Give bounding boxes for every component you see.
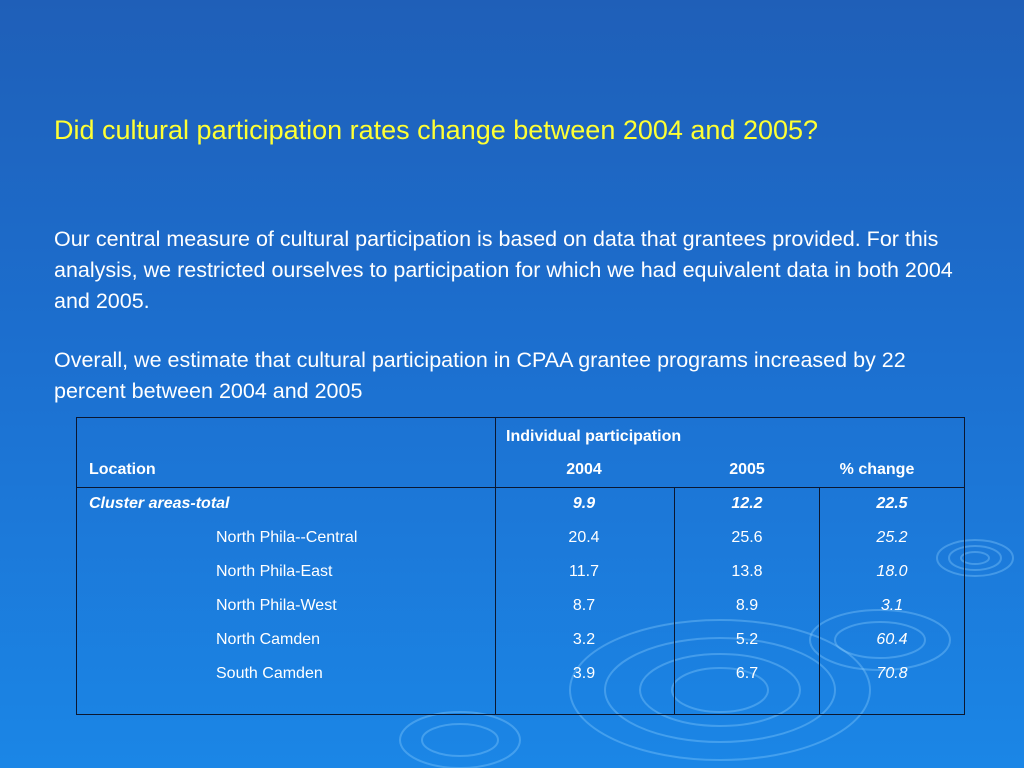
- row-2005: 25.6: [731, 529, 763, 546]
- row-2005: 5.2: [735, 631, 759, 648]
- row-change: 25.2: [876, 529, 908, 546]
- row-location: Cluster areas-total: [89, 495, 230, 512]
- row-location: South Camden: [216, 665, 323, 682]
- table-header: [77, 418, 964, 488]
- row-2004: 9.9: [572, 495, 596, 512]
- row-2004: 3.9: [572, 665, 596, 682]
- row-2004: 3.2: [572, 631, 596, 648]
- row-location: North Phila-East: [216, 563, 333, 580]
- column-divider: [495, 418, 496, 714]
- row-2005: 13.8: [731, 563, 763, 580]
- column-header-location: Location: [89, 461, 156, 478]
- participation-table: Individual participation Location 2004 2…: [76, 417, 965, 715]
- column-divider: [819, 487, 820, 714]
- row-2004: 20.4: [568, 529, 600, 546]
- row-2005: 12.2: [731, 495, 763, 512]
- column-header-2004: 2004: [566, 461, 602, 478]
- column-header-change: % change: [839, 461, 915, 478]
- intro-paragraph: Our central measure of cultural particip…: [54, 227, 953, 313]
- row-change: 22.5: [876, 495, 908, 512]
- column-header-2005: 2005: [729, 461, 765, 478]
- row-2005: 6.7: [735, 665, 759, 682]
- row-change: 70.8: [876, 665, 908, 682]
- slide-title: Did cultural participation rates change …: [54, 115, 819, 145]
- row-location: North Camden: [216, 631, 321, 648]
- row-change: 60.4: [876, 631, 908, 648]
- group-header: Individual participation: [506, 428, 682, 445]
- row-2004: 8.7: [572, 597, 596, 614]
- summary-paragraph: Overall, we estimate that cultural parti…: [54, 348, 906, 403]
- row-location: North Phila--Central: [216, 529, 358, 546]
- column-divider: [674, 487, 675, 714]
- row-change: 18.0: [876, 563, 908, 580]
- row-2005: 8.9: [735, 597, 759, 614]
- row-change: 3.1: [880, 597, 904, 614]
- row-2004: 11.7: [569, 563, 599, 580]
- row-location: North Phila-West: [216, 597, 337, 614]
